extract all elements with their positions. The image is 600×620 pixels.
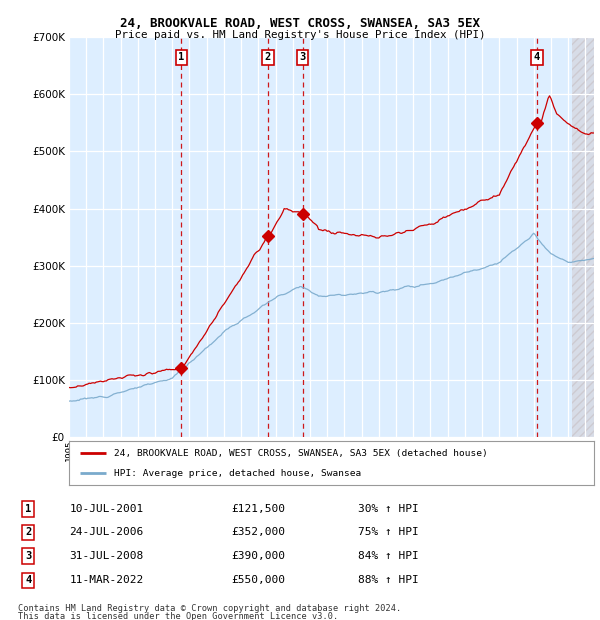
Text: Contains HM Land Registry data © Crown copyright and database right 2024.: Contains HM Land Registry data © Crown c… xyxy=(18,604,401,613)
Text: 1: 1 xyxy=(178,52,185,62)
Text: 75% ↑ HPI: 75% ↑ HPI xyxy=(358,528,418,538)
Text: 88% ↑ HPI: 88% ↑ HPI xyxy=(358,575,418,585)
Text: 2: 2 xyxy=(265,52,271,62)
Text: 30% ↑ HPI: 30% ↑ HPI xyxy=(358,504,418,514)
Text: 84% ↑ HPI: 84% ↑ HPI xyxy=(358,551,418,561)
Text: HPI: Average price, detached house, Swansea: HPI: Average price, detached house, Swan… xyxy=(113,469,361,477)
Text: 4: 4 xyxy=(534,52,540,62)
Text: 10-JUL-2001: 10-JUL-2001 xyxy=(70,504,144,514)
Text: 2: 2 xyxy=(25,528,31,538)
Bar xyxy=(572,37,600,437)
Text: 3: 3 xyxy=(299,52,306,62)
Text: Price paid vs. HM Land Registry's House Price Index (HPI): Price paid vs. HM Land Registry's House … xyxy=(115,30,485,40)
Text: 24, BROOKVALE ROAD, WEST CROSS, SWANSEA, SA3 5EX (detached house): 24, BROOKVALE ROAD, WEST CROSS, SWANSEA,… xyxy=(113,449,487,458)
Text: £390,000: £390,000 xyxy=(231,551,285,561)
Text: £352,000: £352,000 xyxy=(231,528,285,538)
Text: £550,000: £550,000 xyxy=(231,575,285,585)
Text: This data is licensed under the Open Government Licence v3.0.: This data is licensed under the Open Gov… xyxy=(18,612,338,620)
Text: £121,500: £121,500 xyxy=(231,504,285,514)
Text: 3: 3 xyxy=(25,551,31,561)
Text: 11-MAR-2022: 11-MAR-2022 xyxy=(70,575,144,585)
Text: 24, BROOKVALE ROAD, WEST CROSS, SWANSEA, SA3 5EX: 24, BROOKVALE ROAD, WEST CROSS, SWANSEA,… xyxy=(120,17,480,30)
Text: 24-JUL-2006: 24-JUL-2006 xyxy=(70,528,144,538)
Text: 31-JUL-2008: 31-JUL-2008 xyxy=(70,551,144,561)
Text: 1: 1 xyxy=(25,504,31,514)
Text: 4: 4 xyxy=(25,575,31,585)
